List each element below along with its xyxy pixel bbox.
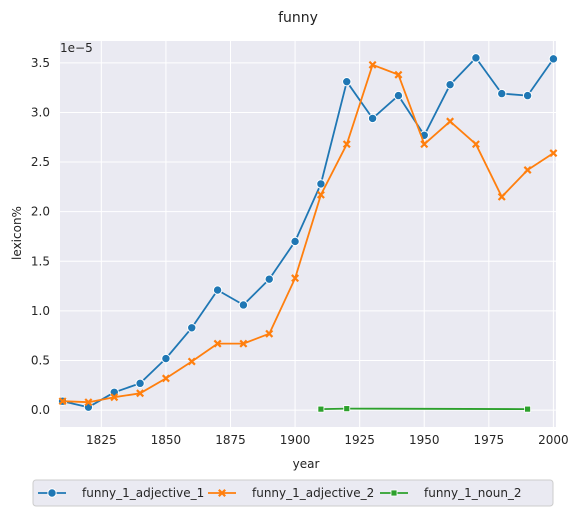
data-point bbox=[239, 339, 248, 348]
x-tick-label: 1825 bbox=[86, 433, 117, 447]
y-tick-label: 2.0 bbox=[31, 205, 50, 219]
legend-label: funny_1_adjective_1 bbox=[82, 486, 204, 500]
data-point bbox=[290, 236, 300, 247]
series-funny_1_adjective_1 bbox=[57, 53, 559, 412]
data-point bbox=[264, 274, 274, 284]
data-point bbox=[187, 357, 196, 366]
x-tick-label: 1975 bbox=[474, 433, 505, 447]
data-point bbox=[524, 405, 531, 413]
data-point bbox=[497, 192, 506, 201]
data-point bbox=[212, 285, 223, 295]
x-tick-label: 1850 bbox=[151, 433, 182, 447]
data-point bbox=[342, 140, 351, 149]
data-point bbox=[291, 274, 300, 283]
data-point bbox=[238, 300, 249, 310]
legend: funny_1_adjective_1 funny_1_adjective_2 fu… bbox=[32, 479, 554, 507]
legend-marker bbox=[390, 489, 398, 497]
y-tick-label: 0.5 bbox=[31, 354, 50, 368]
legend-marker bbox=[47, 488, 57, 498]
legend-item: funny_1_adjective_2 bbox=[208, 486, 374, 500]
data-point bbox=[394, 70, 403, 79]
x-tick-label: 2000 bbox=[538, 433, 569, 447]
data-point bbox=[136, 389, 145, 398]
x-tick-label: 1925 bbox=[344, 433, 375, 447]
data-point bbox=[342, 76, 352, 87]
data-point bbox=[368, 60, 377, 69]
x-axis-ticks: 1825 1850 1875 1900 1925 1950 1975 2000 bbox=[86, 433, 569, 447]
legend-item: funny_1_adjective_1 bbox=[38, 486, 204, 500]
y-axis-ticks: 0.0 0.5 1.0 1.5 2.0 2.5 3.0 3.5 bbox=[31, 56, 50, 417]
y-tick-label: 0.0 bbox=[31, 403, 50, 417]
series-line bbox=[320, 407, 528, 411]
data-point bbox=[58, 397, 67, 406]
data-point bbox=[393, 90, 404, 101]
data-point bbox=[343, 405, 351, 413]
data-point bbox=[367, 113, 378, 124]
data-point bbox=[317, 405, 325, 413]
data-point bbox=[213, 339, 222, 348]
legend-label: funny_1_noun_2 bbox=[424, 486, 522, 500]
data-point bbox=[420, 140, 429, 149]
data-point bbox=[471, 53, 481, 63]
legend-item: funny_1_noun_2 bbox=[380, 486, 522, 500]
legend-label: funny_1_adjective_2 bbox=[252, 486, 374, 500]
data-point bbox=[135, 378, 145, 389]
y-tick-label: 1.0 bbox=[31, 304, 50, 318]
legend-box bbox=[32, 479, 554, 507]
data-point bbox=[316, 179, 326, 189]
y-axis-offset-label: 1e−5 bbox=[60, 41, 93, 55]
data-point bbox=[316, 190, 325, 199]
series-layer bbox=[57, 53, 559, 413]
grid-lines bbox=[60, 41, 556, 427]
data-point bbox=[523, 166, 532, 174]
series-funny_1_noun_2 bbox=[317, 405, 531, 413]
data-point bbox=[161, 374, 170, 383]
data-point bbox=[497, 88, 507, 99]
data-point bbox=[187, 323, 197, 333]
legend-marker bbox=[218, 489, 226, 497]
data-point bbox=[84, 398, 93, 407]
x-tick-label: 1950 bbox=[409, 433, 440, 447]
series-line bbox=[62, 63, 554, 404]
data-point bbox=[110, 393, 119, 402]
y-tick-label: 1.5 bbox=[31, 254, 50, 268]
y-tick-label: 3.0 bbox=[31, 105, 50, 119]
series-line bbox=[62, 57, 555, 409]
data-point bbox=[522, 90, 533, 101]
series-funny_1_adjective_2 bbox=[58, 60, 558, 407]
data-point bbox=[446, 117, 455, 126]
data-point bbox=[265, 329, 274, 338]
y-tick-label: 2.5 bbox=[31, 155, 50, 169]
data-point bbox=[161, 353, 171, 364]
data-point bbox=[445, 79, 455, 90]
data-point bbox=[549, 149, 558, 158]
chart-title: funny bbox=[278, 10, 318, 26]
y-tick-label: 3.5 bbox=[31, 56, 50, 70]
x-axis-label: year bbox=[293, 457, 320, 471]
x-tick-label: 1900 bbox=[280, 433, 311, 447]
data-point bbox=[548, 54, 559, 64]
x-tick-label: 1875 bbox=[215, 433, 246, 447]
y-axis-label: lexicon% bbox=[10, 206, 24, 260]
data-point bbox=[471, 140, 480, 149]
